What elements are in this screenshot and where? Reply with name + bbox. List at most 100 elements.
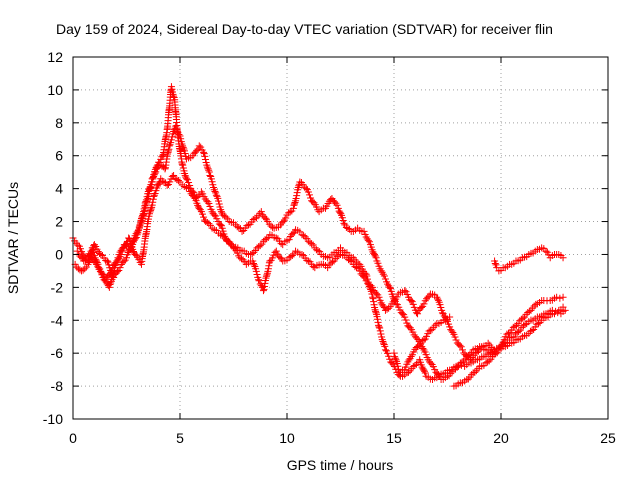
data-point bbox=[272, 234, 280, 242]
data-point bbox=[289, 204, 297, 212]
data-point bbox=[149, 195, 157, 203]
data-point bbox=[170, 171, 178, 179]
data-point bbox=[293, 189, 301, 197]
data-point bbox=[206, 171, 214, 179]
data-point bbox=[379, 338, 387, 346]
data-point bbox=[146, 184, 154, 192]
data-point bbox=[148, 175, 156, 183]
data-points bbox=[69, 83, 569, 390]
data-point bbox=[203, 219, 211, 227]
data-point bbox=[256, 242, 264, 250]
data-point bbox=[175, 130, 183, 138]
data-point bbox=[235, 224, 243, 232]
data-point bbox=[457, 361, 465, 369]
x-tick-labels: 0 5 10 15 20 25 bbox=[69, 430, 616, 446]
data-point bbox=[420, 300, 428, 308]
y-tick-label: 4 bbox=[55, 181, 63, 197]
data-point bbox=[221, 232, 229, 240]
data-point bbox=[179, 143, 187, 151]
data-point bbox=[402, 316, 410, 324]
data-point bbox=[222, 213, 230, 221]
data-point bbox=[301, 233, 309, 241]
data-point bbox=[381, 342, 389, 350]
data-point bbox=[139, 212, 147, 220]
data-point bbox=[492, 350, 500, 358]
data-point bbox=[193, 147, 201, 155]
data-point bbox=[387, 287, 395, 295]
data-point bbox=[150, 171, 158, 179]
x-tick-label: 0 bbox=[69, 430, 77, 446]
data-point bbox=[105, 283, 113, 291]
data-point bbox=[561, 306, 569, 314]
data-point bbox=[249, 215, 257, 223]
data-point bbox=[205, 199, 213, 207]
data-point bbox=[179, 142, 187, 150]
data-point bbox=[181, 172, 189, 180]
data-point bbox=[418, 337, 426, 345]
data-point bbox=[141, 199, 149, 207]
data-point bbox=[205, 166, 213, 174]
data-point bbox=[414, 310, 422, 318]
data-point bbox=[342, 224, 350, 232]
data-point bbox=[369, 283, 377, 291]
data-point bbox=[109, 270, 117, 278]
data-point bbox=[484, 339, 492, 347]
data-point bbox=[380, 272, 388, 280]
data-point bbox=[172, 122, 180, 130]
data-point bbox=[534, 319, 542, 327]
data-point bbox=[471, 368, 479, 376]
data-point bbox=[421, 369, 429, 377]
data-point bbox=[285, 236, 293, 244]
data-point bbox=[207, 175, 215, 183]
data-point bbox=[84, 260, 92, 268]
data-point bbox=[376, 327, 384, 335]
data-point bbox=[169, 90, 177, 98]
data-point bbox=[279, 218, 287, 226]
data-point bbox=[145, 186, 153, 194]
data-point bbox=[542, 247, 550, 255]
data-point bbox=[252, 267, 260, 275]
data-point bbox=[401, 287, 409, 295]
y-tick-label: 2 bbox=[55, 214, 63, 230]
x-tick-label: 5 bbox=[176, 430, 184, 446]
data-point bbox=[521, 321, 529, 329]
data-point bbox=[272, 247, 280, 255]
data-point bbox=[394, 362, 402, 370]
data-point bbox=[179, 164, 187, 172]
data-point bbox=[353, 263, 361, 271]
data-point bbox=[254, 276, 262, 284]
data-point bbox=[244, 221, 252, 229]
data-point bbox=[179, 161, 187, 169]
data-point bbox=[286, 208, 294, 216]
data-point bbox=[554, 309, 562, 317]
data-point bbox=[385, 304, 393, 312]
data-point bbox=[147, 205, 155, 213]
data-point bbox=[371, 252, 379, 260]
data-point bbox=[197, 143, 205, 151]
data-point bbox=[177, 135, 185, 143]
data-point bbox=[504, 329, 512, 337]
data-point bbox=[390, 349, 398, 357]
data-point bbox=[309, 241, 317, 249]
data-point bbox=[551, 310, 558, 318]
data-point bbox=[422, 351, 430, 359]
data-point bbox=[114, 268, 122, 276]
data-point bbox=[451, 333, 459, 341]
data-point bbox=[118, 247, 126, 255]
data-point bbox=[150, 191, 158, 199]
data-point bbox=[458, 346, 466, 354]
y-tick-label: 10 bbox=[47, 82, 63, 98]
y-tick-label: -4 bbox=[51, 312, 64, 328]
data-point bbox=[97, 250, 105, 258]
data-point bbox=[185, 178, 193, 186]
data-point bbox=[112, 260, 120, 268]
data-point bbox=[212, 191, 220, 199]
data-point bbox=[79, 266, 87, 274]
data-point bbox=[120, 257, 128, 265]
data-point bbox=[514, 320, 522, 328]
data-point bbox=[391, 353, 399, 361]
data-point bbox=[220, 212, 228, 220]
data-point bbox=[360, 227, 368, 235]
data-point bbox=[420, 366, 428, 374]
